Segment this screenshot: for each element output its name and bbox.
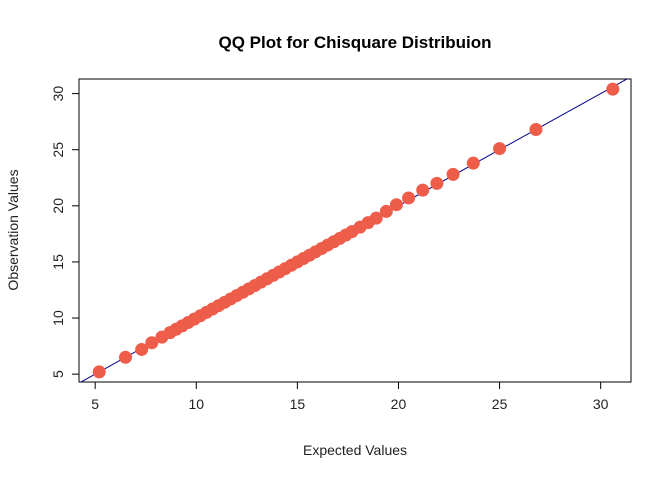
chart-title: QQ Plot for Chisquare Distribuion — [219, 33, 492, 52]
y-axis-label: Observation Values — [5, 169, 21, 290]
x-tick-label: 25 — [492, 396, 508, 412]
x-tick-label: 30 — [593, 396, 609, 412]
data-point — [379, 204, 393, 218]
data-point — [493, 142, 507, 156]
data-point — [135, 342, 149, 356]
data-point — [119, 350, 133, 364]
y-tick-label: 30 — [50, 86, 66, 102]
y-tick-label: 20 — [50, 198, 66, 214]
y-tick-label: 15 — [50, 254, 66, 270]
data-point — [416, 183, 430, 197]
y-tick-label: 5 — [50, 370, 66, 378]
data-point — [92, 365, 106, 379]
x-tick-label: 20 — [391, 396, 407, 412]
data-point — [606, 82, 620, 96]
data-point — [389, 198, 403, 212]
data-point — [446, 167, 460, 181]
y-tick-label: 25 — [50, 142, 66, 158]
x-tick-label: 10 — [188, 396, 204, 412]
x-tick-label: 5 — [91, 396, 99, 412]
data-point — [369, 211, 383, 225]
y-tick-label: 10 — [50, 310, 66, 326]
data-points — [92, 82, 620, 379]
x-tick-label: 15 — [290, 396, 306, 412]
y-axis: 5 10 15 20 25 30 — [50, 86, 80, 378]
data-point — [145, 336, 159, 350]
data-point — [402, 191, 416, 205]
x-axis: 5 10 15 20 25 30 — [91, 381, 609, 412]
x-axis-label: Expected Values — [303, 442, 407, 458]
data-point — [430, 176, 444, 190]
data-point — [466, 156, 480, 170]
data-point — [529, 123, 543, 136]
